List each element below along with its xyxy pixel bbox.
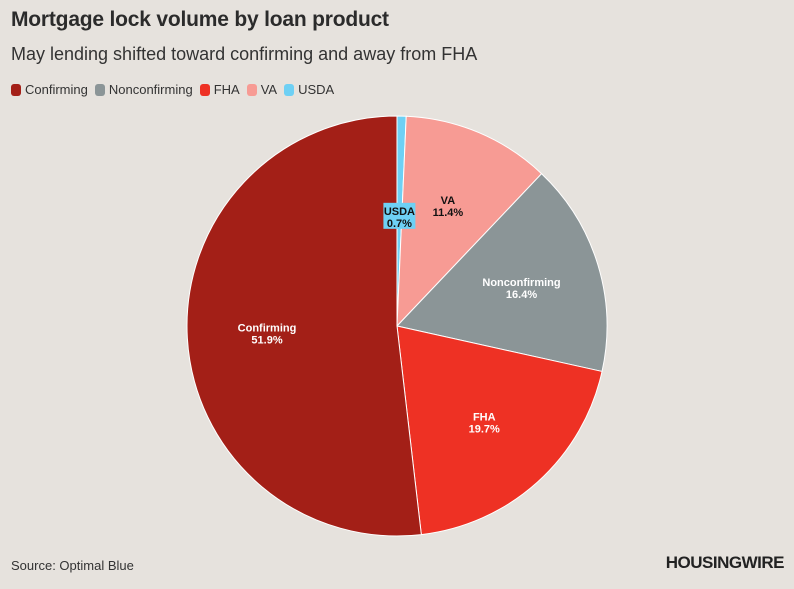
legend-swatch [94,83,105,96]
legend-swatch [11,83,21,96]
legend-item-confirming: Confirming [11,82,88,97]
legend: Confirming Nonconfirming FHA VA USDA [11,82,334,97]
brand-logo: HOUSINGWIRE [665,553,785,572]
pie-slice-va [396,115,543,328]
legend-label: Confirming [25,82,88,97]
legend-swatch [246,83,257,96]
pie-slice-fha [396,325,603,536]
slice-label-name: USDA [384,206,415,218]
legend-swatch [284,83,295,96]
slice-label-value: 51.9% [251,335,282,347]
slice-label-name: VA [441,195,456,207]
legend-item-usda: USDA [284,82,334,97]
pie-slice-confirming [186,115,422,537]
slice-label-value: 19.7% [469,424,500,436]
slice-label-name: Confirming [238,323,297,335]
chart-subtitle: May lending shifted toward confirming an… [11,44,478,64]
slice-label-name: Nonconfirming [482,277,560,289]
slice-label-value: 11.4% [433,207,464,219]
chart-title: Mortgage lock volume by loan product [11,8,389,31]
slice-label-value: 16.4% [506,289,537,301]
slice-label-name: FHA [473,412,496,424]
slice-label-bg [383,202,416,229]
legend-label: FHA [213,82,240,97]
legend-label: USDA [298,82,335,97]
legend-label: VA [260,82,278,97]
legend-item-nonconfirming: Nonconfirming [94,82,193,97]
legend-item-fha: FHA [199,82,240,97]
legend-item-va: VA [246,82,278,97]
legend-swatch [199,83,210,96]
legend-label: Nonconfirming [108,82,193,97]
slice-label-value: 0.7% [387,218,412,230]
pie-slice-nonconfirming [396,173,608,373]
source-note: Source: Optimal Blue [11,558,134,573]
